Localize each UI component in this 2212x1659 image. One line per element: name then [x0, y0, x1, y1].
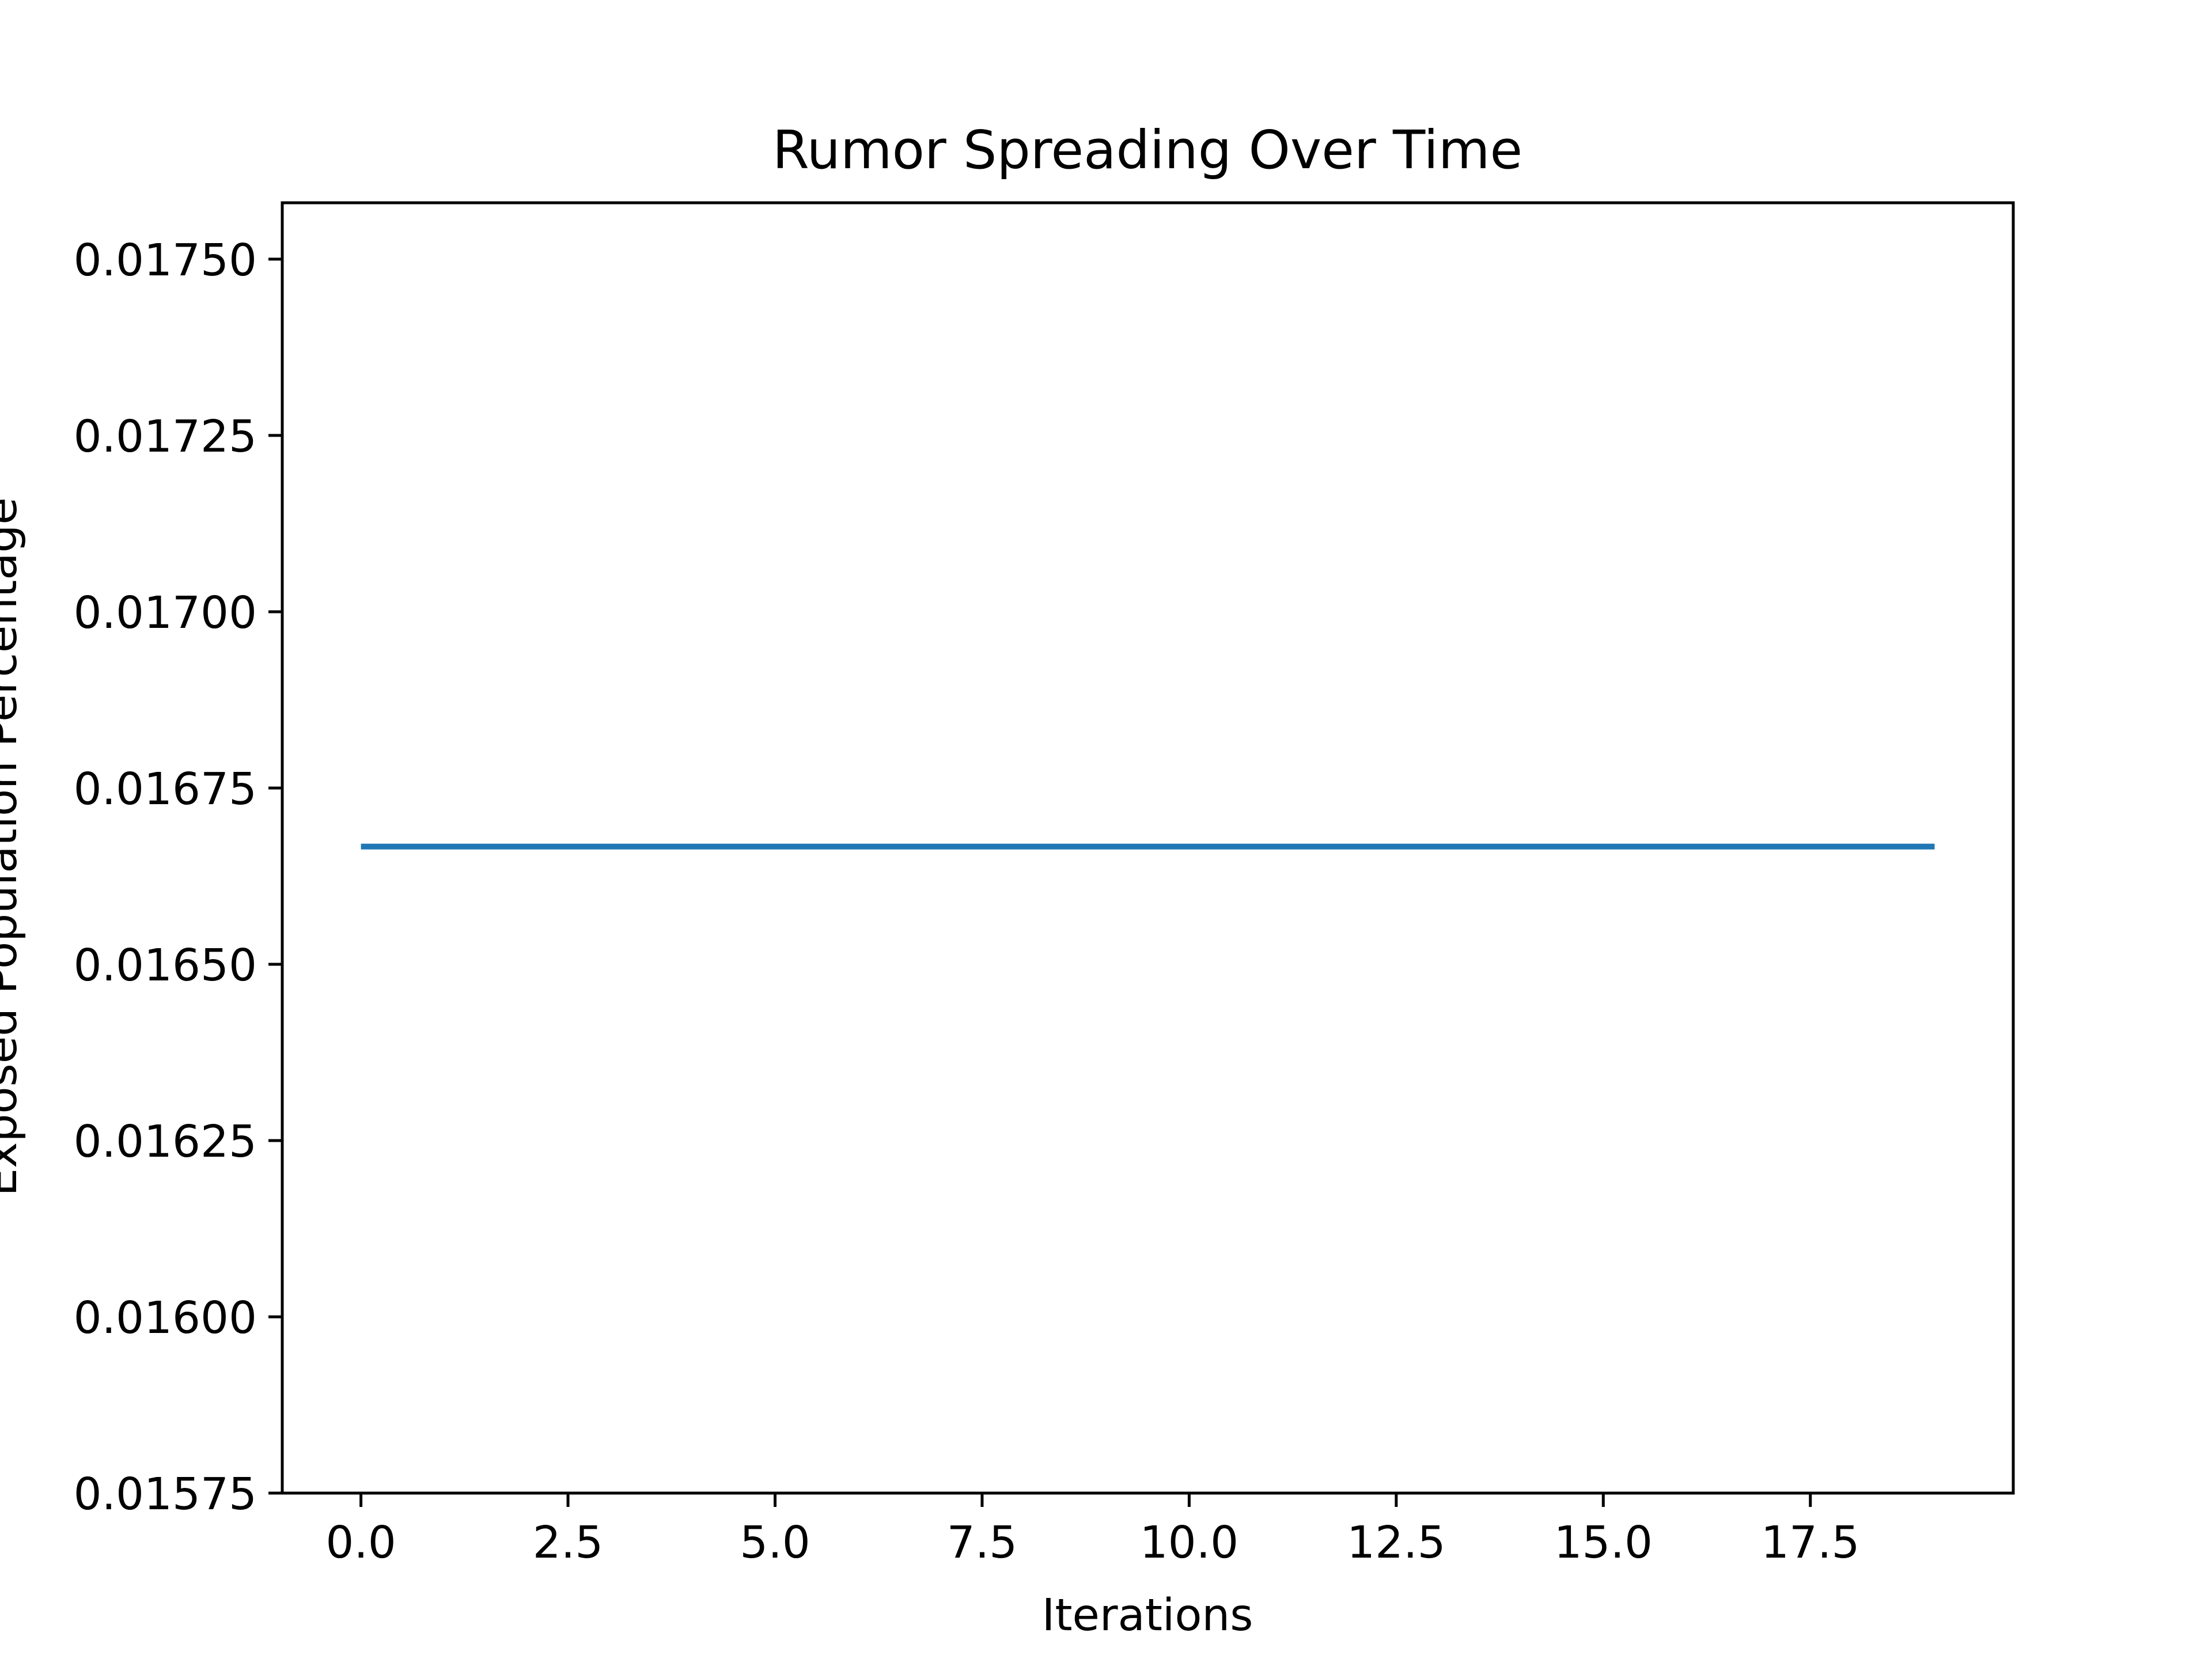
x-tick-label: 0.0: [325, 1517, 396, 1569]
chart-title: Rumor Spreading Over Time: [772, 119, 1522, 181]
y-tick-label: 0.01725: [74, 411, 257, 463]
x-tick-label: 15.0: [1554, 1517, 1653, 1569]
x-axis-title: Iterations: [1042, 1590, 1253, 1641]
y-axis-title: Exposed Population Percentage: [0, 497, 27, 1196]
y-tick-label: 0.01575: [74, 1469, 257, 1520]
y-tick-label: 0.01700: [74, 588, 257, 639]
x-axis: 0.0 2.5 5.0 7.5 10.0 12.5 15.0 17.5: [325, 1493, 1859, 1569]
x-tick-label: 12.5: [1347, 1517, 1445, 1569]
x-tick-label: 2.5: [533, 1517, 603, 1569]
x-tick-label: 5.0: [740, 1517, 810, 1569]
y-tick-label: 0.01600: [74, 1293, 257, 1344]
y-tick-label: 0.01750: [74, 235, 257, 286]
y-tick-label: 0.01675: [74, 764, 257, 815]
y-tick-label: 0.01650: [74, 940, 257, 991]
x-tick-label: 17.5: [1761, 1517, 1859, 1569]
plot-frame: [281, 201, 2015, 1495]
x-tick-label: 7.5: [947, 1517, 1017, 1569]
y-tick-label: 0.01625: [74, 1116, 257, 1168]
x-tick-label: 10.0: [1140, 1517, 1238, 1569]
y-axis: 0.01575 0.01600 0.01625 0.01650 0.01675 0.017…: [74, 235, 282, 1520]
